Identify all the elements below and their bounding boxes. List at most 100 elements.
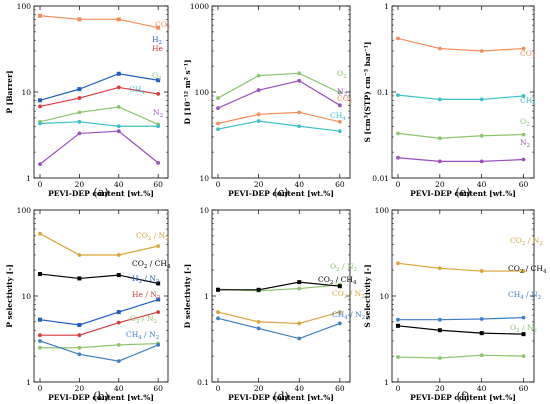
data-point [156,92,161,96]
series-ch4: CH4 [216,111,346,134]
data-point [77,333,82,338]
data-point [337,90,342,95]
x-tick-label: 20 [254,384,264,393]
x-axis-label: PEVI-DEP content [wt.%] [228,393,334,402]
data-point [297,286,302,291]
y-axis-label: D [10⁻¹² m² s⁻¹] [183,59,192,124]
series-label: CO2 / CH4 [132,259,171,270]
x-tick-label: 0 [216,180,221,189]
data-point [396,131,400,136]
y-tick-label: 100 [17,2,32,11]
x-tick-label: 0 [396,180,401,189]
data-point [337,284,342,289]
plot-frame [211,5,351,179]
data-point [156,343,161,347]
series-line [39,73,159,101]
data-point [156,78,161,83]
series-co2-n2: CO2 / N2 [396,236,543,273]
data-point [337,119,342,124]
series-he: He [38,44,164,109]
x-tick-label: 60 [153,180,163,189]
x-tick-label: 20 [435,180,445,189]
data-point [38,231,42,236]
series-line [39,106,159,125]
x-axis-label: PEVI-DEP content [wt.%] [410,189,516,198]
series-label: CO2 / N2 [332,289,365,300]
series-label: CH4 / N2 [126,330,159,341]
series-h2: H2 [38,35,162,103]
data-point [116,105,121,109]
data-point [77,17,82,22]
x-tick-label: 60 [335,384,345,393]
data-point [297,124,302,129]
data-point [437,136,442,141]
series-label: CO2 [337,94,352,105]
data-point [521,315,526,320]
data-point [297,71,302,76]
series-label: He / N2 [132,290,160,301]
series-line [397,325,524,335]
y-tick-label: 1 [384,2,389,11]
data-point [216,127,220,132]
series-label: CO2 / CH4 [318,275,357,286]
series-line [39,273,159,285]
data-point [337,103,342,108]
series-he-n2: He / N2 [38,290,160,338]
series-label: CO2 / CH4 [508,264,547,275]
data-point [521,46,526,51]
x-tick-label: 60 [519,180,529,189]
y-tick-label: 10 [379,292,389,301]
x-tick-label: 20 [75,384,85,393]
data-point [116,129,121,134]
series-co2-ch4: CO2 / CH4 [216,275,357,292]
data-point [256,73,261,78]
data-point [437,317,442,322]
x-tick-label: 40 [294,384,304,393]
data-point [297,321,302,326]
series-line [397,262,524,272]
series-line [39,121,159,127]
series-label: CO2 / N2 [510,236,543,247]
series-line [398,317,524,321]
series-line [397,94,524,101]
x-tick-label: 60 [153,384,163,393]
data-point [216,121,220,126]
data-point [521,332,526,337]
series-label: CH4 / N2 [332,310,365,321]
data-point [396,355,400,359]
series-label: He [152,44,164,53]
panel-caption: (b) [93,390,109,403]
data-point [297,110,302,115]
y-axis-label: P [Barrer] [5,70,14,113]
data-point [437,97,442,102]
data-point [116,85,121,90]
data-point [38,104,42,109]
x-tick-label: 20 [435,384,445,393]
y-tick-label: 100 [17,206,32,215]
y-tick-label: 10 [199,174,209,183]
data-point [297,336,302,341]
data-point [77,323,82,328]
series-co2-n2: CO2 / N2 [216,289,365,326]
data-point [337,129,342,134]
data-point [156,297,161,302]
data-point [77,276,82,281]
y-tick-label: 1000 [190,2,209,11]
series-label: O2 [337,69,347,80]
series-ch4-n2: CH4 / N2 [38,330,161,363]
y-axis-label: S [cm³(STP) cm⁻³ bar⁻¹] [363,42,372,143]
series-label: O2 / N2 [330,262,357,273]
series-label: CO2 / N2 [136,231,169,242]
data-point [38,333,42,338]
data-point [256,88,261,93]
x-tick-label: 20 [75,180,85,189]
data-point [38,345,42,350]
series-line [397,132,524,139]
panel-caption: (c) [274,186,289,199]
data-point [77,253,82,257]
x-axis-label: PEVI-DEP content [wt.%] [228,189,334,198]
x-tick-label: 20 [254,180,264,189]
